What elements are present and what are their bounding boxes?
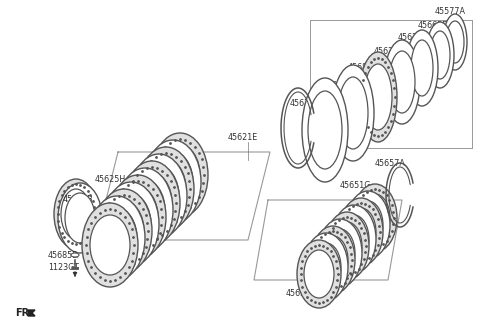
Ellipse shape: [339, 215, 369, 263]
Ellipse shape: [160, 145, 200, 205]
Ellipse shape: [325, 212, 369, 280]
Ellipse shape: [411, 40, 433, 96]
Ellipse shape: [332, 205, 376, 273]
Text: FR: FR: [15, 308, 29, 318]
Text: 45685B: 45685B: [48, 250, 79, 259]
Ellipse shape: [360, 194, 390, 242]
Ellipse shape: [318, 236, 348, 284]
Ellipse shape: [54, 179, 98, 249]
Ellipse shape: [71, 253, 79, 257]
Text: 45689A: 45689A: [318, 81, 349, 89]
Text: 1123GT: 1123GT: [48, 263, 79, 273]
Ellipse shape: [389, 51, 415, 113]
Text: 45577A: 45577A: [435, 8, 466, 16]
Text: 45622E: 45622E: [398, 34, 428, 43]
Text: 45621: 45621: [290, 98, 315, 108]
Ellipse shape: [339, 198, 383, 266]
Ellipse shape: [110, 175, 166, 259]
Ellipse shape: [426, 22, 454, 88]
Ellipse shape: [61, 189, 91, 239]
Ellipse shape: [153, 152, 193, 212]
Ellipse shape: [117, 168, 173, 252]
Ellipse shape: [58, 183, 102, 253]
Ellipse shape: [325, 229, 355, 277]
Text: 45655G: 45655G: [286, 288, 318, 298]
Ellipse shape: [304, 250, 334, 298]
Ellipse shape: [332, 65, 374, 161]
Ellipse shape: [364, 64, 392, 130]
Ellipse shape: [152, 133, 208, 217]
Ellipse shape: [384, 40, 420, 124]
Ellipse shape: [332, 222, 362, 270]
Ellipse shape: [318, 219, 362, 287]
Text: 45621E: 45621E: [228, 134, 258, 143]
Ellipse shape: [304, 233, 348, 301]
Ellipse shape: [430, 31, 450, 79]
Text: 45622E: 45622E: [374, 48, 404, 56]
Ellipse shape: [82, 203, 138, 287]
Ellipse shape: [125, 180, 165, 240]
Polygon shape: [28, 310, 35, 316]
Text: 45625H: 45625H: [95, 176, 126, 184]
Ellipse shape: [103, 182, 159, 266]
Ellipse shape: [111, 194, 151, 254]
Ellipse shape: [359, 52, 397, 142]
Ellipse shape: [308, 91, 342, 169]
Ellipse shape: [90, 215, 130, 275]
Ellipse shape: [311, 243, 341, 291]
Ellipse shape: [104, 201, 144, 261]
Ellipse shape: [302, 78, 348, 182]
Text: 45658B: 45658B: [63, 195, 94, 205]
Ellipse shape: [346, 191, 390, 259]
Ellipse shape: [65, 193, 95, 243]
Ellipse shape: [131, 154, 187, 238]
Ellipse shape: [138, 147, 194, 231]
Ellipse shape: [443, 14, 467, 70]
Text: 45657A: 45657A: [375, 158, 406, 168]
Ellipse shape: [96, 189, 152, 273]
Text: 45651G: 45651G: [340, 181, 372, 189]
Ellipse shape: [446, 21, 464, 63]
Ellipse shape: [145, 140, 201, 224]
Ellipse shape: [353, 201, 383, 249]
Ellipse shape: [139, 166, 179, 226]
Ellipse shape: [89, 196, 145, 280]
Ellipse shape: [146, 159, 186, 219]
Ellipse shape: [338, 77, 368, 149]
Ellipse shape: [406, 30, 438, 106]
Ellipse shape: [353, 184, 397, 252]
Text: 45682G: 45682G: [348, 63, 380, 73]
Ellipse shape: [118, 187, 158, 247]
Ellipse shape: [346, 208, 376, 256]
Text: 45665F: 45665F: [418, 20, 448, 29]
Ellipse shape: [297, 240, 341, 308]
Ellipse shape: [311, 226, 355, 294]
Ellipse shape: [132, 173, 172, 233]
Ellipse shape: [124, 161, 180, 245]
Ellipse shape: [97, 208, 137, 268]
